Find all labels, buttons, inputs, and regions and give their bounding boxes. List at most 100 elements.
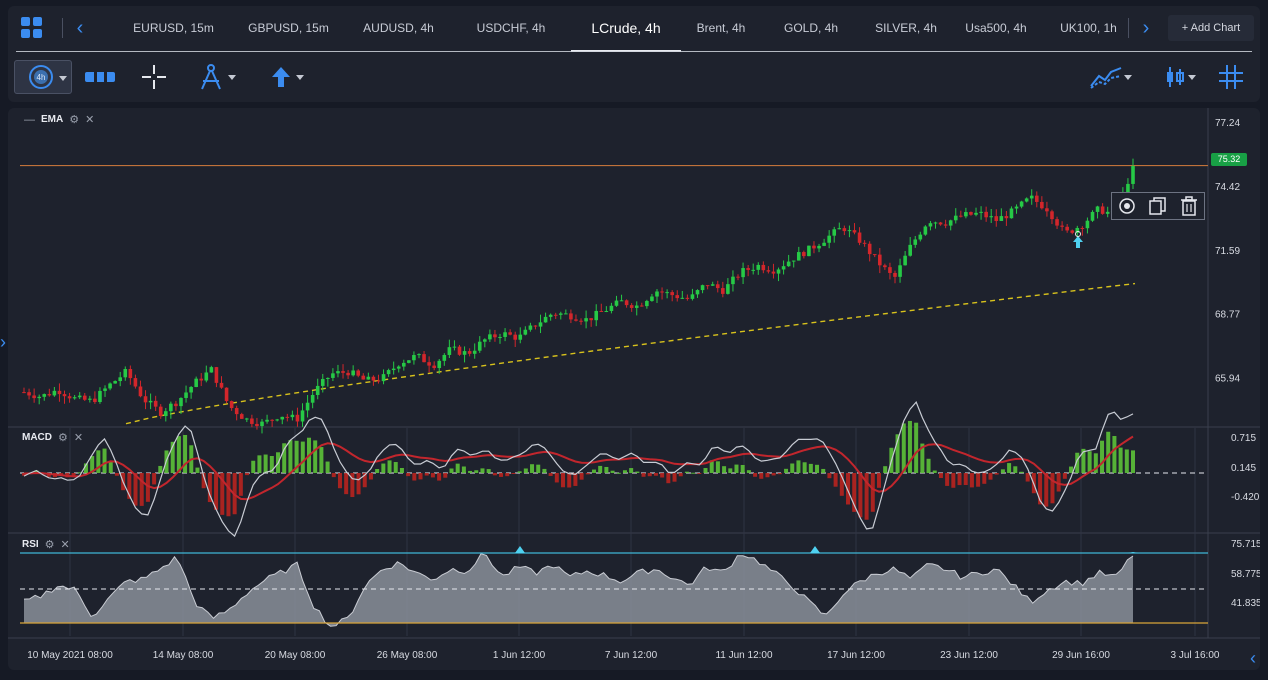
candle-body [538,322,543,327]
macd-histogram-bar [1013,466,1018,473]
macd-histogram-bar [616,472,621,474]
tab-brent-4h[interactable]: Brent, 4h [696,21,746,35]
candle-body [645,300,649,307]
candle-body [82,395,87,400]
macd-histogram-bar [34,470,39,473]
copy-icon[interactable] [1148,196,1168,216]
tab-usa500-4h[interactable]: Usa500, 4h [965,21,1027,35]
candle-body [320,378,325,386]
settings-icon[interactable]: ⚙ [44,539,55,551]
tabs-prev-arrow-icon[interactable]: ‹ [76,17,84,39]
chart-canvas[interactable]: 10 May 2021 08:00 14 May 08:00 20 May 08:0… [8,108,1260,670]
candle-body [974,212,978,215]
candle-body [214,367,219,383]
layout-grid-icon[interactable] [20,16,44,40]
candle-body [898,265,902,277]
date-range-button[interactable] [80,60,120,94]
time-axis-label: 20 May 08:00 [265,650,326,661]
time-axis-label: 1 Jun 12:00 [493,650,546,661]
candle-body [275,419,279,421]
macd-histogram-bar [1007,463,1012,473]
macd-histogram [22,420,1135,520]
macd-histogram-bar [282,443,287,473]
macd-histogram-bar [356,473,361,495]
candle-body [427,362,431,366]
macd-histogram-bar [350,473,355,498]
tab-list: EURUSD, 15m GBPUSD, 15m AUDUSD, 4h USDCHF, … [116,6,1136,52]
close-icon[interactable]: ✕ [85,114,95,126]
timeframe-icon: 4h [29,65,53,89]
target-icon[interactable] [1118,197,1136,215]
macd-histogram-bar [777,473,782,475]
candle-body [361,375,366,380]
macd-histogram-bar [914,422,919,473]
macd-histogram-bar [709,460,714,473]
macd-histogram-bar [895,434,900,473]
candle-body [422,354,426,363]
candle-body [786,261,791,267]
tab-uk100-1h[interactable]: UK100, 1h [1060,21,1117,35]
macd-histogram-bar [1069,466,1074,473]
trade-arrows-button[interactable] [256,60,306,94]
grid-layout-button[interactable] [1214,60,1248,94]
macd-histogram-bar [170,441,175,473]
macd-histogram-bar [945,473,950,486]
tab-eurusd-15m[interactable]: EURUSD, 15m [133,21,214,35]
candle-body [290,414,295,418]
tab-silver-4h[interactable]: SILVER, 4h [875,21,937,35]
settings-icon[interactable]: ⚙ [69,114,80,126]
collapse-icon[interactable]: — [24,113,35,126]
chart-container[interactable]: 10 May 2021 08:00 14 May 08:00 20 May 08:0… [8,108,1260,670]
candle-body [878,254,882,266]
macd-histogram-bar [697,473,702,474]
macd-histogram-bar [821,468,826,473]
macd-histogram-bar [424,473,429,476]
tab-audusd-4h[interactable]: AUDUSD, 4h [363,21,434,35]
candle-type-button[interactable] [1152,60,1198,94]
candle-body [412,354,416,361]
ema-line [125,282,1136,425]
candle-body [634,305,639,308]
candle-body [822,242,826,246]
macd-histogram-bar [784,468,789,473]
tabs-next-arrow-icon[interactable]: › [1142,17,1150,39]
macd-histogram-bar [294,440,299,473]
macd-histogram-bar [344,473,349,495]
timeframe-selector[interactable]: 4h [14,60,72,94]
settings-icon[interactable]: ⚙ [58,432,68,444]
tab-usdchf-4h[interactable]: USDCHF, 4h [476,21,546,35]
candle-body [938,222,943,225]
macd-histogram-bar [251,460,256,473]
drawing-tools-button[interactable] [186,60,236,94]
macd-histogram-bar [734,464,739,473]
close-icon[interactable]: ✕ [73,432,84,444]
macd-histogram-bar [604,466,609,473]
add-chart-button[interactable]: + Add Chart [1168,15,1254,41]
macd-histogram-bar [263,454,268,473]
rsi-area [24,553,1133,627]
candle-body [523,329,528,335]
candle-body [933,222,938,224]
macd-histogram-bar [492,473,497,476]
candle-body [153,400,158,407]
candle-body [1100,206,1105,214]
candle-body [204,372,209,381]
tab-lcrude-4h[interactable]: LCrude, 4h [571,6,681,52]
candle-body [143,396,148,403]
price-axis-label: 74.42 [1215,182,1240,193]
candle-body [169,403,173,412]
close-icon[interactable]: ✕ [60,539,70,551]
crosshair-button[interactable] [138,60,170,94]
candle-body [315,385,320,395]
tab-gbpusd-15m[interactable]: GBPUSD, 15m [248,21,329,35]
tab-gold-4h[interactable]: GOLD, 4h [783,21,839,35]
right-panel-toggle-icon[interactable]: ‹ [1250,648,1256,668]
candle-body [964,212,968,217]
macd-histogram-bar [300,441,305,473]
macd-histogram-bar [486,469,491,473]
candle-body [604,311,609,313]
left-panel-toggle-icon[interactable]: › [0,332,6,352]
chevron-down-icon [1124,75,1132,80]
indicators-button[interactable] [1078,60,1134,94]
trash-icon[interactable] [1180,196,1198,216]
